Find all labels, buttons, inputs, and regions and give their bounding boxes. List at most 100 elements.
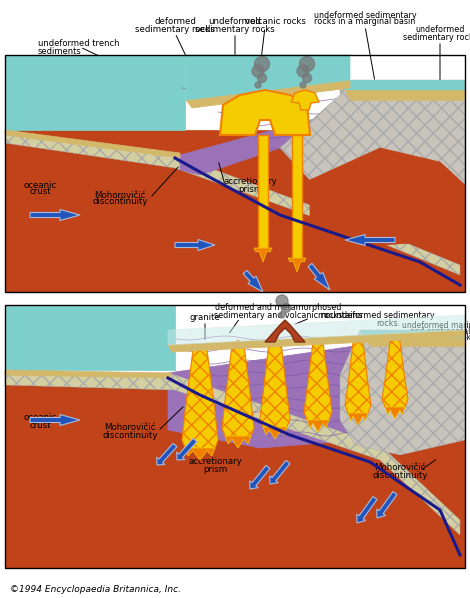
Circle shape bbox=[303, 74, 312, 83]
Polygon shape bbox=[186, 80, 350, 108]
Polygon shape bbox=[382, 337, 408, 411]
FancyArrow shape bbox=[175, 240, 215, 251]
Polygon shape bbox=[345, 337, 371, 417]
Text: trench: trench bbox=[30, 347, 58, 356]
Polygon shape bbox=[260, 337, 290, 431]
Polygon shape bbox=[5, 130, 460, 275]
Polygon shape bbox=[5, 305, 175, 370]
Circle shape bbox=[276, 295, 288, 307]
Text: undeformed trench: undeformed trench bbox=[38, 39, 119, 48]
Text: discontinuity: discontinuity bbox=[92, 197, 148, 206]
Text: marine: marine bbox=[55, 318, 86, 327]
Text: oceanic: oceanic bbox=[24, 413, 56, 423]
Text: Mohorovičić: Mohorovičić bbox=[104, 423, 156, 432]
Circle shape bbox=[300, 82, 306, 88]
Text: sedimentary rocks: sedimentary rocks bbox=[403, 32, 470, 41]
Polygon shape bbox=[5, 55, 185, 130]
Polygon shape bbox=[5, 130, 180, 158]
Polygon shape bbox=[345, 90, 465, 100]
Circle shape bbox=[279, 312, 285, 318]
Bar bbox=[5, 55, 465, 292]
Text: accretionary: accretionary bbox=[188, 457, 242, 466]
Polygon shape bbox=[186, 55, 350, 100]
Text: rocks in a marginal basin: rocks in a marginal basin bbox=[314, 17, 415, 26]
FancyArrow shape bbox=[243, 270, 263, 292]
Polygon shape bbox=[291, 90, 319, 110]
Text: mountains: mountains bbox=[317, 310, 363, 319]
Polygon shape bbox=[180, 80, 460, 175]
Polygon shape bbox=[348, 413, 368, 425]
Text: prism: prism bbox=[238, 185, 262, 194]
Text: and continental: and continental bbox=[410, 327, 470, 335]
Text: discontinuity: discontinuity bbox=[347, 191, 403, 200]
FancyArrow shape bbox=[177, 438, 197, 460]
Text: filled: filled bbox=[30, 340, 51, 349]
Circle shape bbox=[282, 304, 290, 313]
Polygon shape bbox=[5, 370, 172, 378]
Text: undeformed sedimentary: undeformed sedimentary bbox=[313, 11, 416, 20]
Text: deformed: deformed bbox=[154, 17, 196, 26]
Text: discontinuity: discontinuity bbox=[102, 431, 158, 440]
Text: crust: crust bbox=[29, 188, 51, 197]
FancyArrow shape bbox=[250, 465, 270, 489]
Circle shape bbox=[258, 74, 266, 83]
Text: undeformed marine: undeformed marine bbox=[402, 321, 470, 329]
Text: sedimentary rocks: sedimentary rocks bbox=[195, 25, 275, 33]
Text: sedimentary rocks: sedimentary rocks bbox=[405, 332, 470, 341]
Polygon shape bbox=[340, 80, 465, 90]
Text: accretionary: accretionary bbox=[223, 178, 277, 187]
Polygon shape bbox=[340, 330, 465, 455]
FancyArrow shape bbox=[376, 492, 397, 518]
Text: granite: granite bbox=[189, 313, 220, 322]
Text: prism: prism bbox=[203, 465, 227, 474]
Text: undeformed: undeformed bbox=[209, 17, 261, 26]
Text: volcanic rocks: volcanic rocks bbox=[244, 17, 306, 26]
Polygon shape bbox=[263, 427, 287, 439]
Polygon shape bbox=[288, 258, 306, 272]
Text: crust: crust bbox=[424, 160, 446, 169]
FancyArrow shape bbox=[157, 443, 177, 465]
Text: deformed sedimentary: deformed sedimentary bbox=[342, 312, 434, 321]
Polygon shape bbox=[360, 330, 465, 338]
Text: continental: continental bbox=[411, 152, 459, 161]
Circle shape bbox=[254, 56, 269, 72]
FancyArrow shape bbox=[30, 209, 80, 221]
FancyArrow shape bbox=[270, 460, 290, 484]
Text: undeformed: undeformed bbox=[415, 26, 465, 35]
Polygon shape bbox=[254, 248, 272, 262]
Bar bbox=[5, 305, 465, 568]
Polygon shape bbox=[310, 148, 465, 245]
Polygon shape bbox=[258, 135, 268, 248]
Text: continental: continental bbox=[406, 410, 454, 420]
Text: crust: crust bbox=[419, 417, 441, 426]
Polygon shape bbox=[292, 135, 302, 258]
Circle shape bbox=[299, 56, 314, 72]
Polygon shape bbox=[168, 315, 465, 345]
Circle shape bbox=[252, 65, 264, 77]
Polygon shape bbox=[220, 90, 310, 135]
Text: oceanic: oceanic bbox=[24, 181, 56, 190]
Text: crust: crust bbox=[29, 420, 51, 429]
Text: discontinuity: discontinuity bbox=[372, 471, 428, 480]
Text: Mohorovičić: Mohorovičić bbox=[349, 184, 401, 193]
Text: rocks.: rocks. bbox=[376, 319, 400, 328]
Circle shape bbox=[255, 82, 261, 88]
Polygon shape bbox=[385, 407, 405, 419]
FancyArrow shape bbox=[308, 264, 330, 290]
Text: ©1994 Encyclopaedia Britannica, Inc.: ©1994 Encyclopaedia Britannica, Inc. bbox=[10, 585, 181, 594]
FancyArrow shape bbox=[30, 414, 80, 426]
Polygon shape bbox=[222, 340, 254, 440]
Text: sediments: sediments bbox=[38, 47, 82, 56]
Circle shape bbox=[297, 65, 309, 77]
Text: ancient: ancient bbox=[414, 404, 446, 413]
Polygon shape bbox=[5, 370, 460, 535]
Polygon shape bbox=[265, 320, 305, 342]
Polygon shape bbox=[365, 338, 465, 346]
Polygon shape bbox=[304, 337, 332, 424]
Polygon shape bbox=[182, 345, 218, 452]
Text: sedimentary and volcanic rocks: sedimentary and volcanic rocks bbox=[214, 310, 342, 319]
Polygon shape bbox=[307, 420, 329, 432]
Polygon shape bbox=[185, 448, 215, 460]
Polygon shape bbox=[5, 130, 465, 292]
Polygon shape bbox=[168, 330, 465, 448]
